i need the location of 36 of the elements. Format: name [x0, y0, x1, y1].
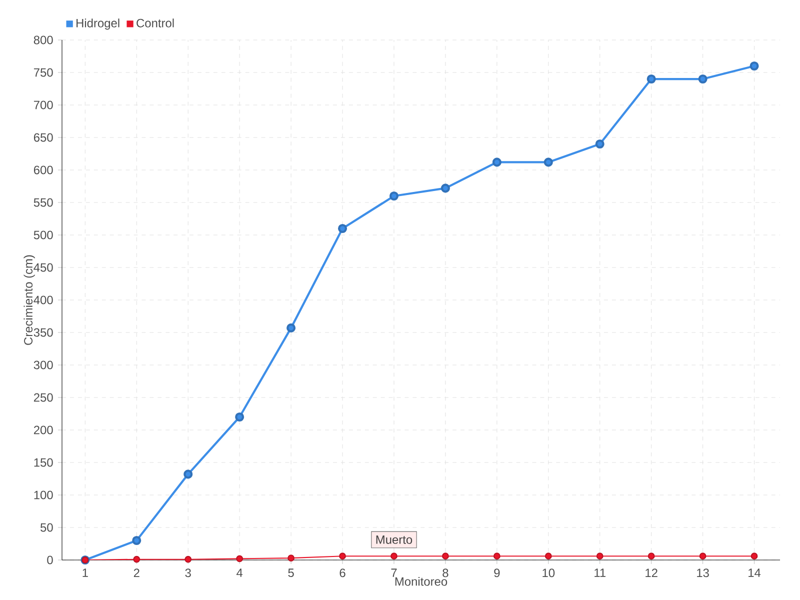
x-tick-label: 2: [134, 568, 140, 578]
y-tick-label: 700: [34, 100, 53, 110]
x-tick-label: 9: [494, 568, 500, 578]
y-tick-label: 150: [34, 458, 53, 467]
annotation: Muerto: [376, 536, 412, 544]
x-tick-label: 11: [594, 568, 606, 577]
x-tick-label: 3: [185, 568, 191, 578]
x-axis-title: Monitoreo: [395, 576, 448, 586]
y-tick-label: 450: [34, 263, 53, 272]
y-tick-label: 0: [47, 556, 53, 564]
x-tick-label: 1: [82, 568, 88, 577]
x-tick-label: 4: [236, 568, 243, 577]
y-tick-label: 250: [34, 393, 53, 402]
y-tick-label: 550: [34, 198, 53, 207]
x-tick-label: 14: [748, 568, 761, 577]
x-tick-label: 12: [646, 568, 658, 578]
x-tick-label: 5: [288, 568, 294, 578]
y-tick-label: 300: [34, 360, 53, 370]
legend-label: Control: [136, 18, 174, 28]
y-tick-label: 200: [34, 426, 53, 434]
y-tick-label: 50: [40, 523, 53, 532]
legend-label: Hidrogel: [76, 18, 120, 30]
y-tick-label: 400: [34, 296, 53, 304]
y-tick-label: 500: [34, 230, 53, 240]
y-tick-label: 350: [34, 328, 53, 337]
y-tick-label: 750: [34, 68, 53, 77]
x-tick-label: 7: [391, 568, 397, 577]
x-tick-label: 8: [442, 568, 448, 578]
y-axis-title: Crecimiento (cm): [24, 255, 35, 345]
x-tick-label: 6: [340, 568, 346, 578]
y-tick-label: 600: [34, 166, 53, 174]
y-tick-label: 800: [34, 36, 53, 44]
x-tick-label: 10: [542, 568, 555, 578]
x-tick-label: 13: [697, 568, 709, 578]
y-tick-label: 100: [34, 490, 53, 500]
y-tick-label: 650: [34, 133, 53, 142]
